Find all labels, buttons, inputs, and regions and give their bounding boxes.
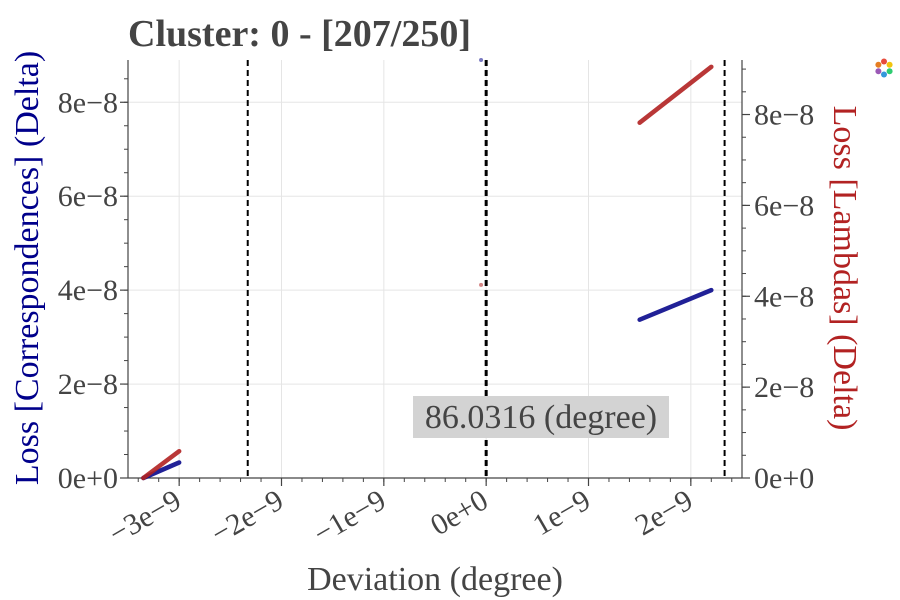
x-tick-label: −2e−9 bbox=[206, 483, 289, 550]
y-left-tick-label: 8e−8 bbox=[58, 86, 118, 119]
x-tick-label: −1e−9 bbox=[308, 483, 391, 550]
y-left-tick-label: 2e−8 bbox=[58, 368, 118, 401]
data-layer bbox=[141, 58, 714, 481]
y-right-tick-label: 6e−8 bbox=[754, 189, 814, 222]
y-right-tick-label: 4e−8 bbox=[754, 280, 814, 313]
x-tick-label: 0e+0 bbox=[425, 483, 494, 542]
data-point bbox=[479, 58, 484, 62]
annotation-background bbox=[413, 396, 669, 438]
y-right-tick-label: 2e−8 bbox=[754, 371, 814, 404]
x-axis-title: Deviation (degree) bbox=[307, 561, 563, 598]
x-tick-label: 1e−9 bbox=[527, 483, 596, 542]
annotation-label: 86.0316 (degree) bbox=[425, 399, 657, 436]
y-axis-right-title: Loss [Lambdas] (Delta) bbox=[826, 106, 863, 431]
y-right-tick-label: 8e−8 bbox=[754, 99, 814, 132]
plotly-logo-icon[interactable] bbox=[874, 58, 894, 78]
y-axis-left-title: Loss [Correspondences] (Delta) bbox=[9, 51, 46, 485]
y-left-tick-label: 6e−8 bbox=[58, 180, 118, 213]
series-segment bbox=[637, 287, 714, 322]
y-right-tick-label: 0e+0 bbox=[754, 462, 814, 495]
tick-labels: −3e−9 −2e−9 −1e−9 0e+0 1e−9 2e−90e+02e−84e−86… bbox=[58, 86, 814, 550]
series-segment bbox=[141, 448, 182, 481]
y-left-tick-label: 0e+0 bbox=[58, 462, 118, 495]
chart-title: Cluster: 0 - [207/250] bbox=[128, 13, 471, 55]
series-segment bbox=[637, 64, 714, 125]
data-point bbox=[479, 282, 484, 287]
axes-layer bbox=[120, 60, 750, 486]
y-left-tick-label: 4e−8 bbox=[58, 274, 118, 307]
x-tick-label: 2e−9 bbox=[630, 483, 699, 542]
annotation-box: 86.0316 (degree) bbox=[413, 396, 669, 438]
